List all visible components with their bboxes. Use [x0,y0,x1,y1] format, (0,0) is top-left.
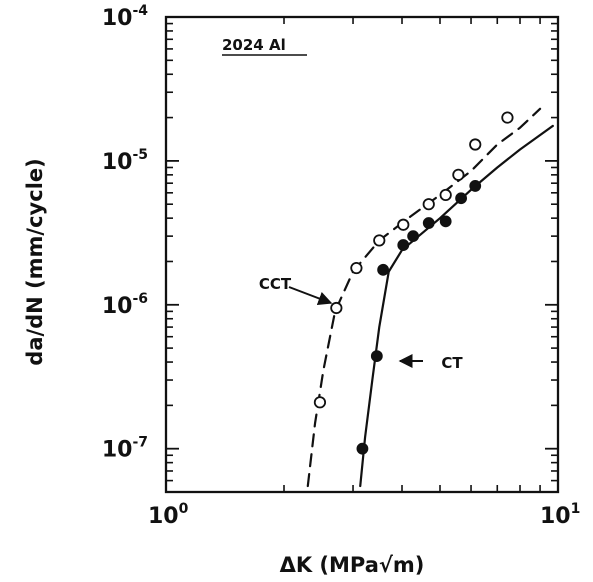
data-point-cct [501,111,514,124]
y-tick-label-2-base: 10 [102,294,133,319]
y-tick-label-1: 10-5 [102,147,148,175]
y-tick-labels: 10-410-510-610-7 [102,3,148,463]
x-axis-label: ΔK (MPa√m) [280,553,425,577]
x-tick-label-0-exponent: 0 [179,501,189,517]
data-point-cct [397,218,410,231]
data-point-ct [407,230,420,243]
data-point-cct [422,198,435,211]
data-point-ct [469,180,482,192]
y-tick-label-3-base: 10 [102,438,133,463]
data-point-ct [397,239,410,251]
x-tick-labels: 100 101 [148,501,580,529]
data-point-ct [455,192,468,205]
y-tick-label-3-exponent: -7 [132,435,148,451]
y-tick-label-1-exponent: -5 [132,147,148,163]
y-tick-label-0-base: 10 [102,6,133,31]
y-tick-label-1-base: 10 [102,150,133,175]
data-point-ct [439,215,452,228]
x-tick-label-1: 101 [540,501,580,529]
data-point-cct [469,138,482,151]
series-label-cct: CCT [259,275,292,293]
data-point-cct [350,261,363,275]
series-label-ct: CT [441,354,463,372]
y-tick-label-2-exponent: -6 [132,291,148,307]
x-tick-label-1-exponent: 1 [571,501,581,517]
y-axis-label: da/dN (mm/cycle) [23,158,47,365]
data-point-ct [377,263,390,276]
data-point-ct [356,442,369,455]
y-tick-label-3: 10-7 [102,435,148,463]
panel-label: 2024 Al [222,36,286,54]
data-point-cct [373,234,386,247]
data-point-cct [452,168,465,181]
x-tick-label-1-base: 10 [540,504,571,529]
x-tick-label-0: 100 [148,501,189,529]
data-point-cct [330,301,343,315]
data-point-ct [370,350,383,362]
data-point-cct [313,396,327,409]
series-arrow-cct [288,286,333,306]
y-tick-label-0: 10-4 [102,3,148,31]
data-point-ct [422,217,435,229]
y-tick-label-0-exponent: -4 [132,3,148,19]
data-points [313,111,514,455]
y-tick-label-2: 10-6 [102,291,148,319]
plot-frame [164,15,560,494]
x-tick-label-0-base: 10 [148,504,179,529]
fit-curves [306,107,554,488]
minor-ticks [165,16,559,492]
data-point-cct [439,188,452,202]
series-curve-cct [306,107,542,488]
